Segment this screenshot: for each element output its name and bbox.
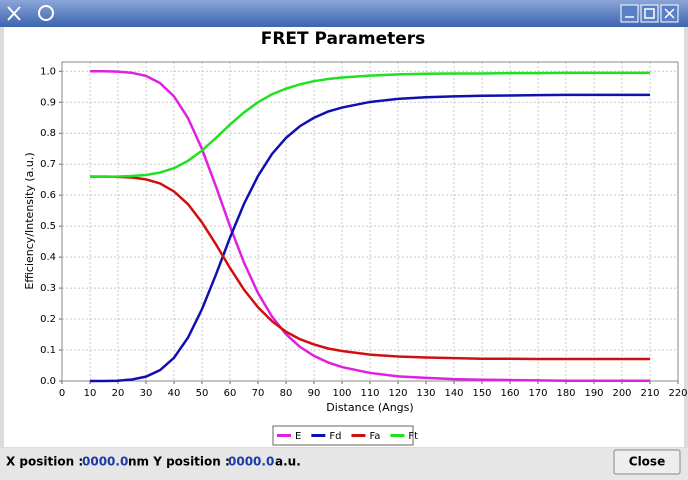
x-tick-label: 70 [252,388,265,399]
y-tick-label: 0.4 [40,252,56,263]
x-tick-label: 120 [388,388,407,399]
x-tick-label: 140 [444,388,463,399]
y-tick-label: 0.0 [40,376,56,387]
x-tick-label: 20 [112,388,125,399]
legend-label: Ft [408,431,418,442]
y-tick-label: 0.2 [40,314,56,325]
x-tick-label: 60 [224,388,237,399]
y-position-value: 0000.0 [228,455,274,469]
y-tick-label: 0.5 [40,221,56,232]
status-text: X position : [6,455,83,469]
window-button-glyphs [625,8,675,19]
maximize-button[interactable] [640,4,659,23]
series-line [90,71,650,178]
x-tick-label: 190 [584,388,603,399]
x-tick-label: 100 [332,388,351,399]
x-tick-label: 180 [556,388,575,399]
x-tick-label: 200 [612,388,631,399]
app-icon [7,6,21,21]
x-position-value: 0000.0 [82,455,128,469]
title-bar [0,0,688,27]
legend-label: Fa [369,431,380,442]
menu-icon[interactable] [38,5,54,21]
x-tick-label: 130 [416,388,435,399]
legend [272,425,414,446]
series-line [90,70,650,382]
x-tick-label: 10 [84,388,97,399]
status-text: nm Y position : [128,455,230,469]
series-line [90,93,650,383]
y-tick-label: 0.9 [40,97,56,108]
x-tick-label: 50 [196,388,209,399]
status-text: a.u. [275,455,301,469]
y-tick-label: 1.0 [40,66,56,77]
legend-label: Fd [329,431,341,442]
close-button-label[interactable]: Close [629,455,665,469]
y-tick-label: 0.6 [40,190,56,201]
chart-title: FRET Parameters [261,29,426,49]
x-tick-label: 30 [140,388,153,399]
status-bar [0,448,688,480]
y-tick-label: 0.7 [40,159,56,170]
series-line [90,175,650,361]
x-tick-label: 90 [308,388,321,399]
y-tick-label: 0.3 [40,283,56,294]
x-tick-label: 0 [59,388,65,399]
legend-label: E [295,431,301,442]
x-tick-label: 160 [500,388,519,399]
x-tick-label: 150 [472,388,491,399]
x-tick-label: 110 [360,388,379,399]
x-tick-label: 40 [168,388,181,399]
y-tick-label: 0.1 [40,345,56,356]
plot-area [61,61,679,382]
y-axis-label: Efficiency/Intensity (a.u.) [23,152,36,289]
minimize-button[interactable] [620,4,639,23]
x-tick-label: 210 [640,388,659,399]
chart-panel [4,27,684,447]
y-tick-label: 0.8 [40,128,56,139]
x-tick-label: 80 [280,388,293,399]
x-tick-label: 170 [528,388,547,399]
x-tick-label: 220 [668,388,687,399]
close-button[interactable] [613,449,681,475]
x-axis-label: Distance (Angs) [326,401,413,414]
